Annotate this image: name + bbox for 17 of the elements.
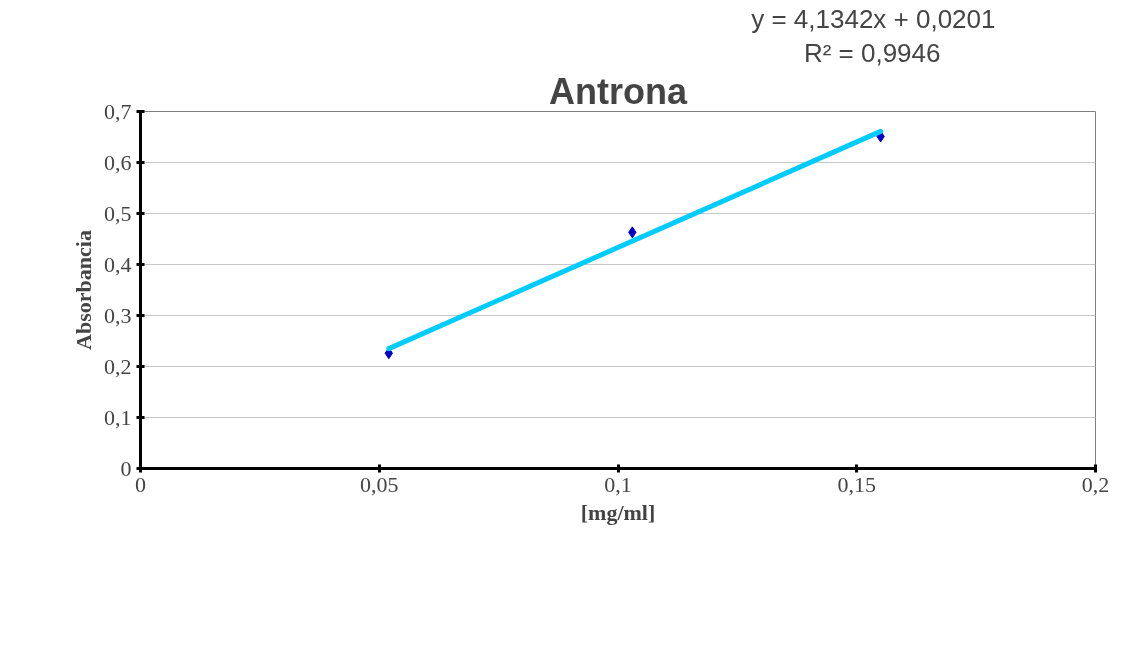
y-tick-label: 0,7	[104, 98, 132, 124]
text: y = 4,1342x + 0,0201	[751, 3, 996, 34]
y-tick-label: 0,3	[104, 302, 132, 328]
text: R² = 0,9946	[803, 37, 941, 68]
x-tick-label: 0,05	[360, 471, 399, 497]
y-tick-label: 0,1	[104, 404, 132, 430]
chart-title: Antrona	[549, 70, 688, 112]
y-tick-label: 0,6	[104, 149, 132, 175]
x-axis-title: [mg/ml]	[580, 499, 656, 525]
x-tick-label: 0,2	[1081, 471, 1110, 497]
x-tick-label: 0,1	[604, 471, 632, 497]
y-tick-label: 0,2	[104, 353, 132, 379]
y-axis-title: Absorbancia	[71, 230, 96, 350]
x-tick-label: 0,15	[837, 471, 876, 497]
y-tick-label: 0,4	[104, 251, 132, 277]
y-tick-label: 0,5	[104, 200, 132, 226]
y-tick-label: 0	[120, 455, 132, 481]
